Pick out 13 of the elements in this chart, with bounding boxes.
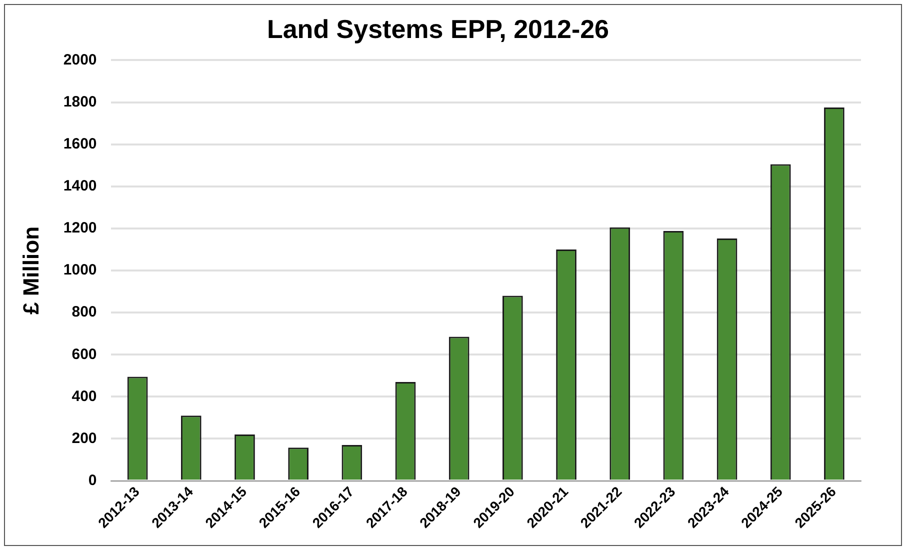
- y-tick-label: 200: [72, 430, 97, 447]
- y-tick-label: 1200: [63, 220, 97, 237]
- y-tick-label: 2000: [63, 51, 97, 68]
- chart-title: Land Systems EPP, 2012-26: [266, 14, 610, 44]
- y-tick-label: 1600: [63, 135, 97, 152]
- y-tick-label: 400: [72, 388, 97, 405]
- y-tick-label: 1800: [63, 93, 97, 110]
- y-tick-label: 1000: [63, 262, 97, 279]
- y-tick-label: 600: [72, 346, 97, 363]
- y-tick-label: 800: [72, 304, 97, 321]
- y-tick-label: 0: [88, 472, 97, 489]
- y-axis-title: £ Million: [18, 226, 44, 314]
- y-tick-label: 1400: [63, 178, 97, 195]
